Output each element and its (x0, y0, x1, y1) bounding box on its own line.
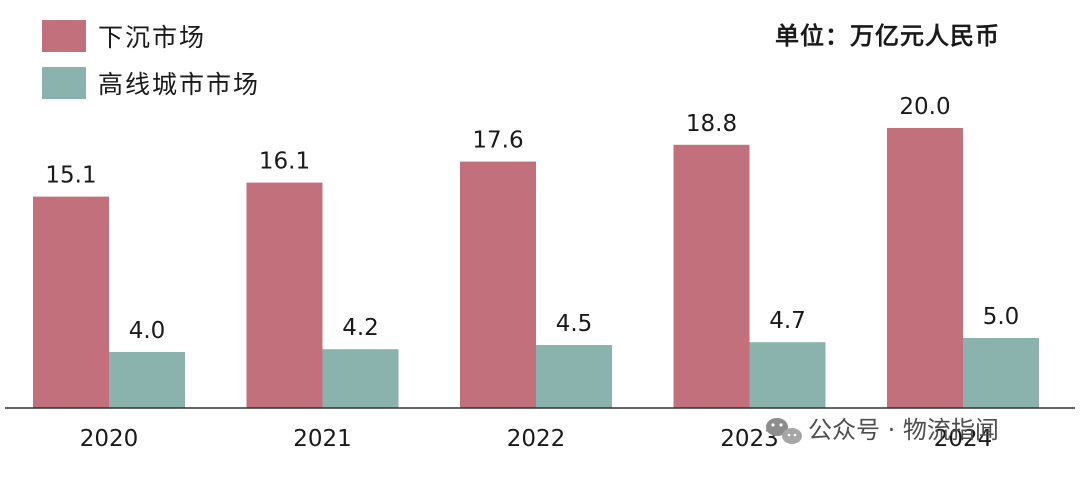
bar-gaoxian-2024 (963, 338, 1039, 408)
legend-swatch-xiachen (42, 20, 86, 52)
bar-xiachen-2022 (460, 161, 536, 408)
x-tick-2024: 2024 (934, 426, 993, 452)
value-label-xiachen-2020: 15.1 (45, 163, 96, 189)
watermark: 公众号 · 物流指闻 (766, 416, 999, 444)
value-label-gaoxian-2022: 4.5 (556, 311, 593, 337)
bar-xiachen-2024 (887, 128, 963, 408)
bars (33, 128, 1039, 409)
bar-xiachen-2021 (246, 182, 323, 408)
unit-label: 单位：万亿元人民币 (775, 22, 1000, 50)
x-tick-2020: 2020 (80, 426, 139, 452)
legend: 下沉市场 高线城市市场 (42, 20, 260, 99)
value-label-xiachen-2021: 16.1 (259, 149, 310, 175)
bar-gaoxian-2023 (749, 342, 826, 408)
value-label-gaoxian-2020: 4.0 (129, 318, 166, 344)
value-label-gaoxian-2024: 5.0 (983, 304, 1020, 330)
bar-gaoxian-2022 (536, 345, 612, 408)
bar-gaoxian-2021 (322, 349, 399, 408)
value-label-xiachen-2023: 18.8 (686, 111, 737, 137)
legend-swatch-gaoxian (42, 67, 86, 99)
legend-label-xiachen: 下沉市场 (98, 23, 206, 52)
bar-xiachen-2023 (673, 144, 750, 409)
legend-label-gaoxian: 高线城市市场 (98, 70, 260, 99)
bar-gaoxian-2020 (109, 352, 185, 408)
value-label-xiachen-2022: 17.6 (472, 128, 523, 154)
wechat-icon (766, 418, 802, 444)
x-tick-2022: 2022 (507, 426, 566, 452)
value-labels: 15.1 4.0 16.1 4.2 17.6 4.5 18.8 4.7 20.0 5.0 (45, 94, 1019, 344)
value-label-gaoxian-2021: 4.2 (342, 315, 379, 341)
watermark-text: 公众号 · 物流指闻 (808, 416, 999, 444)
x-tick-2021: 2021 (293, 426, 352, 452)
bar-xiachen-2020 (33, 196, 109, 408)
value-label-xiachen-2024: 20.0 (899, 94, 950, 120)
value-label-gaoxian-2023: 4.7 (769, 308, 806, 334)
